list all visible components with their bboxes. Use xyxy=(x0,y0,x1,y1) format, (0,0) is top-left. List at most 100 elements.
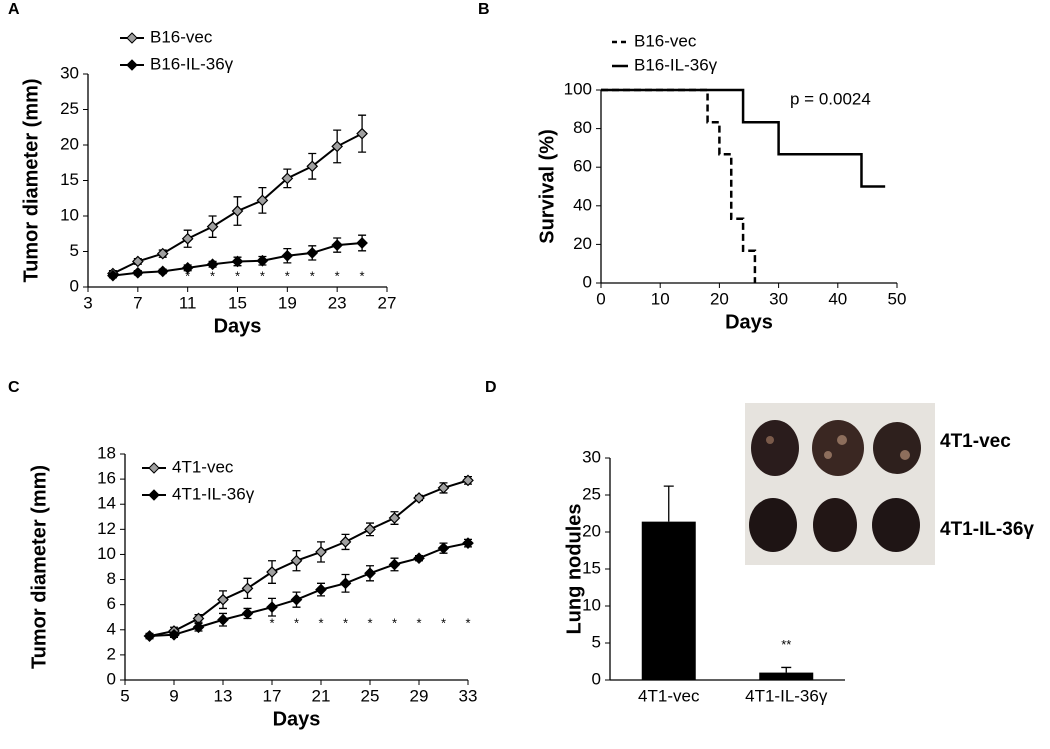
significance-label: * xyxy=(294,615,299,630)
significance-label: * xyxy=(185,268,190,283)
marker xyxy=(281,249,294,262)
marker xyxy=(156,265,169,278)
legend-marker xyxy=(148,462,160,474)
significance-label: * xyxy=(285,268,290,283)
y-tick-label: 12 xyxy=(97,519,116,538)
y-tick-label: 100 xyxy=(564,79,592,98)
marker xyxy=(315,546,327,558)
x-tick-label: 23 xyxy=(328,293,347,312)
marker xyxy=(266,566,278,578)
marker xyxy=(462,474,474,487)
x-tick-label: 7 xyxy=(133,293,142,312)
survival-line xyxy=(601,88,886,188)
marker xyxy=(181,232,194,245)
lung-photo xyxy=(745,403,935,565)
legend-label: B16-IL-36γ xyxy=(150,54,234,73)
marker xyxy=(331,140,344,153)
error-bar xyxy=(663,485,674,522)
x-tick-label: 27 xyxy=(378,293,397,312)
legend-marker xyxy=(126,59,138,71)
y-axis-title: Tumor diameter (mm) xyxy=(28,465,50,669)
marker xyxy=(143,630,156,642)
panel-letter: A xyxy=(8,1,20,18)
x-tick-label: 19 xyxy=(278,293,297,312)
y-tick-label: 5 xyxy=(592,632,601,651)
y-tick-label: 15 xyxy=(60,170,79,189)
y-tick-label: 15 xyxy=(582,558,601,577)
marker xyxy=(388,512,401,524)
x-tick-label: 50 xyxy=(888,289,907,308)
x-tick-label: 0 xyxy=(596,289,605,308)
x-tick-label: 33 xyxy=(459,686,478,705)
marker xyxy=(462,537,474,549)
y-tick-label: 25 xyxy=(60,99,79,118)
y-tick-label: 5 xyxy=(70,241,79,260)
significance-label: * xyxy=(210,268,215,283)
marker xyxy=(339,577,352,590)
marker xyxy=(290,593,303,606)
y-tick-label: 6 xyxy=(107,594,116,613)
marker xyxy=(231,255,244,268)
legend-label: 4T1-IL-36γ xyxy=(172,484,255,503)
y-tick-label: 20 xyxy=(573,234,592,253)
y-tick-label: 0 xyxy=(70,276,79,295)
marker xyxy=(206,258,219,271)
marker xyxy=(437,542,450,555)
x-tick-label: 20 xyxy=(710,289,729,308)
x-tick-label: 9 xyxy=(169,686,178,705)
marker xyxy=(356,127,368,140)
y-tick-label: 10 xyxy=(97,544,116,563)
significance-label: * xyxy=(310,268,315,283)
marker xyxy=(206,220,219,233)
y-tick-label: 20 xyxy=(582,521,601,540)
marker xyxy=(339,536,352,548)
y-tick-label: 30 xyxy=(582,447,601,466)
y-axis-title: Survival (%) xyxy=(536,129,558,243)
x-tick-label: 29 xyxy=(410,686,429,705)
y-tick-label: 0 xyxy=(592,669,601,688)
bar xyxy=(759,672,814,680)
y-tick-label: 0 xyxy=(583,272,592,291)
x-axis-title: Days xyxy=(725,311,773,333)
marker xyxy=(168,628,180,641)
x-tick-label: 11 xyxy=(179,293,197,312)
x-tick-label: 21 xyxy=(312,686,331,705)
significance-label: * xyxy=(392,615,397,630)
error-bar xyxy=(781,666,792,673)
significance-label: * xyxy=(318,615,323,630)
panel-letter: C xyxy=(8,379,20,396)
marker xyxy=(266,601,278,614)
significance-label: ** xyxy=(781,637,791,652)
legend-marker xyxy=(126,32,138,44)
y-tick-label: 10 xyxy=(60,205,79,224)
y-tick-label: 14 xyxy=(97,494,116,513)
significance-label: * xyxy=(335,268,340,283)
x-tick-label: 30 xyxy=(769,289,788,308)
x-tick-label: 15 xyxy=(228,293,247,312)
x-tick-label: 3 xyxy=(83,293,92,312)
marker xyxy=(156,247,169,260)
y-tick-label: 10 xyxy=(582,595,601,614)
legend-label: 4T1-vec xyxy=(172,457,234,476)
significance-label: * xyxy=(416,615,421,630)
marker xyxy=(256,194,269,207)
marker xyxy=(281,172,294,185)
marker xyxy=(315,583,327,596)
marker xyxy=(217,593,229,606)
y-axis-title: Tumor diameter (mm) xyxy=(20,78,42,282)
panel-letter: D xyxy=(485,379,497,396)
marker xyxy=(364,523,376,536)
significance-label: * xyxy=(235,268,240,283)
significance-label: * xyxy=(269,615,274,630)
y-tick-label: 18 xyxy=(97,443,116,462)
marker xyxy=(413,552,425,565)
marker xyxy=(241,607,254,620)
y-tick-label: 40 xyxy=(573,195,592,214)
marker xyxy=(192,621,205,634)
panel-letter: B xyxy=(478,1,490,18)
x-tick-label: 25 xyxy=(361,686,380,705)
marker xyxy=(131,266,144,279)
x-tick-label: 4T1-vec xyxy=(638,686,700,705)
marker xyxy=(181,261,194,274)
